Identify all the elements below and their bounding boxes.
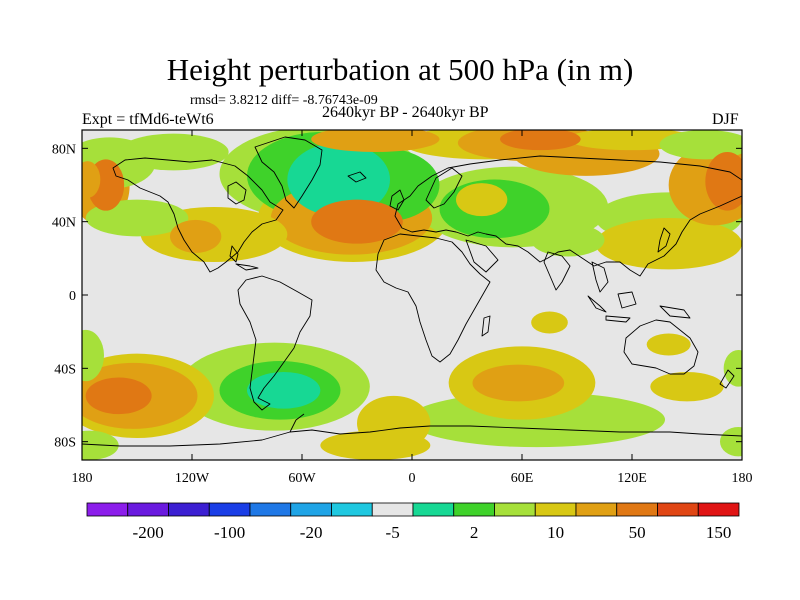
chart-title: Height perturbation at 500 hPa (in m) (166, 52, 634, 87)
colorbar-swatch (534, 502, 577, 517)
field-region (720, 427, 742, 457)
coastline-antarctica (82, 425, 742, 447)
x-tick-label: 120E (617, 471, 647, 486)
field-region (650, 372, 724, 402)
coastline-iceland (347, 171, 367, 183)
y-tick-label: 40S (54, 362, 76, 377)
colorbar-swatch (249, 502, 292, 517)
coastline-hudson-bay (227, 181, 247, 205)
coastline-south-america (237, 275, 313, 411)
colorbar-label: 2 (470, 523, 479, 542)
field-region (531, 223, 605, 257)
field-region (287, 142, 390, 217)
coastline-africa (375, 233, 491, 363)
coastline-new-zealand (719, 369, 735, 389)
x-tick-label: 0 (409, 471, 416, 486)
coastline-eurasia (394, 155, 742, 277)
coastline-australia (623, 319, 699, 375)
field-region (659, 130, 742, 160)
x-tick-label: 60E (511, 471, 534, 486)
coastline-japan (657, 227, 671, 253)
colorbar-swatch (168, 502, 210, 517)
colorbar-swatch (453, 502, 495, 517)
colorbar-swatch (208, 502, 251, 517)
coastline-borneo (617, 291, 637, 309)
y-tick-label: 0 (69, 289, 76, 304)
coastline-british-isles (389, 189, 405, 211)
colorbar-label: -5 (386, 523, 400, 542)
field-region (85, 377, 152, 415)
colorbar-label: -100 (214, 523, 245, 542)
x-tick-label: 120W (175, 471, 210, 486)
colorbar-label: -200 (133, 523, 164, 542)
y-tick-label: 80N (52, 142, 76, 157)
season-label: DJF (712, 111, 739, 128)
colorbar: -200 -100 -20 -5 2 10 50 150 (86, 502, 740, 542)
colorbar-swatch (494, 502, 536, 517)
field-region (170, 219, 222, 253)
field-region (723, 350, 742, 387)
field-region (311, 130, 440, 152)
colorbar-label: 10 (547, 523, 564, 542)
coastline-florida (229, 245, 239, 263)
field-region (646, 333, 691, 356)
coastline-sumatra (587, 295, 607, 313)
coastline-antarctic-peninsula (289, 413, 305, 433)
coastline-north-america (112, 157, 284, 273)
field-region (500, 130, 581, 151)
coastline-arabia (465, 239, 499, 273)
x-tick-label: 180 (732, 471, 753, 486)
coastline-india (543, 251, 571, 291)
colorbar-swatch (127, 502, 169, 517)
coastline-java (605, 315, 631, 323)
coastline-new-guinea (659, 305, 691, 319)
colorbar-label: 50 (629, 523, 646, 542)
field-region (320, 430, 431, 460)
rmsd-diff-stats: rmsd= 3.8212 diff= -8.76743e-09 (190, 93, 378, 108)
field-region (82, 161, 101, 198)
contour-field (82, 130, 742, 460)
field-region (705, 152, 742, 211)
field-region (531, 311, 568, 334)
field-region (311, 199, 403, 244)
x-tick-label: 60W (288, 471, 316, 486)
colorbar-swatch (86, 502, 129, 517)
coastlines (82, 136, 742, 447)
experiment-label: Expt = tfMd6-teWt6 (82, 111, 214, 128)
colorbar-swatch (412, 502, 455, 517)
colorbar-label: 150 (706, 523, 732, 542)
colorbar-swatch (616, 502, 658, 517)
x-tick-label: 180 (72, 471, 93, 486)
field-region (456, 183, 508, 217)
colorbar-swatch (371, 502, 414, 517)
y-tick-label: 40N (52, 216, 76, 231)
coastline-cuba (235, 263, 259, 271)
map-axes: 180 120W 60W 0 60E 120E 180 80N 40N 0 40S 80S (52, 130, 753, 486)
field-region (595, 218, 742, 270)
colorbar-swatch (290, 502, 332, 517)
colorbar-swatch (331, 502, 373, 517)
colorbar-swatch (575, 502, 618, 517)
coastline-madagascar (481, 315, 491, 337)
y-tick-label: 80S (54, 436, 76, 451)
field-region (118, 133, 229, 171)
coastline-greenland (254, 136, 323, 209)
field-region (246, 372, 321, 409)
colorbar-swatch (657, 502, 699, 517)
colorbar-label: -20 (300, 523, 323, 542)
coastline-southeast-asia (591, 261, 609, 293)
period-label: 2640kyr BP - 2640kyr BP (322, 104, 489, 121)
colorbar-swatch (697, 502, 740, 517)
coastline-scandinavia (425, 167, 463, 209)
field-region (472, 364, 565, 402)
